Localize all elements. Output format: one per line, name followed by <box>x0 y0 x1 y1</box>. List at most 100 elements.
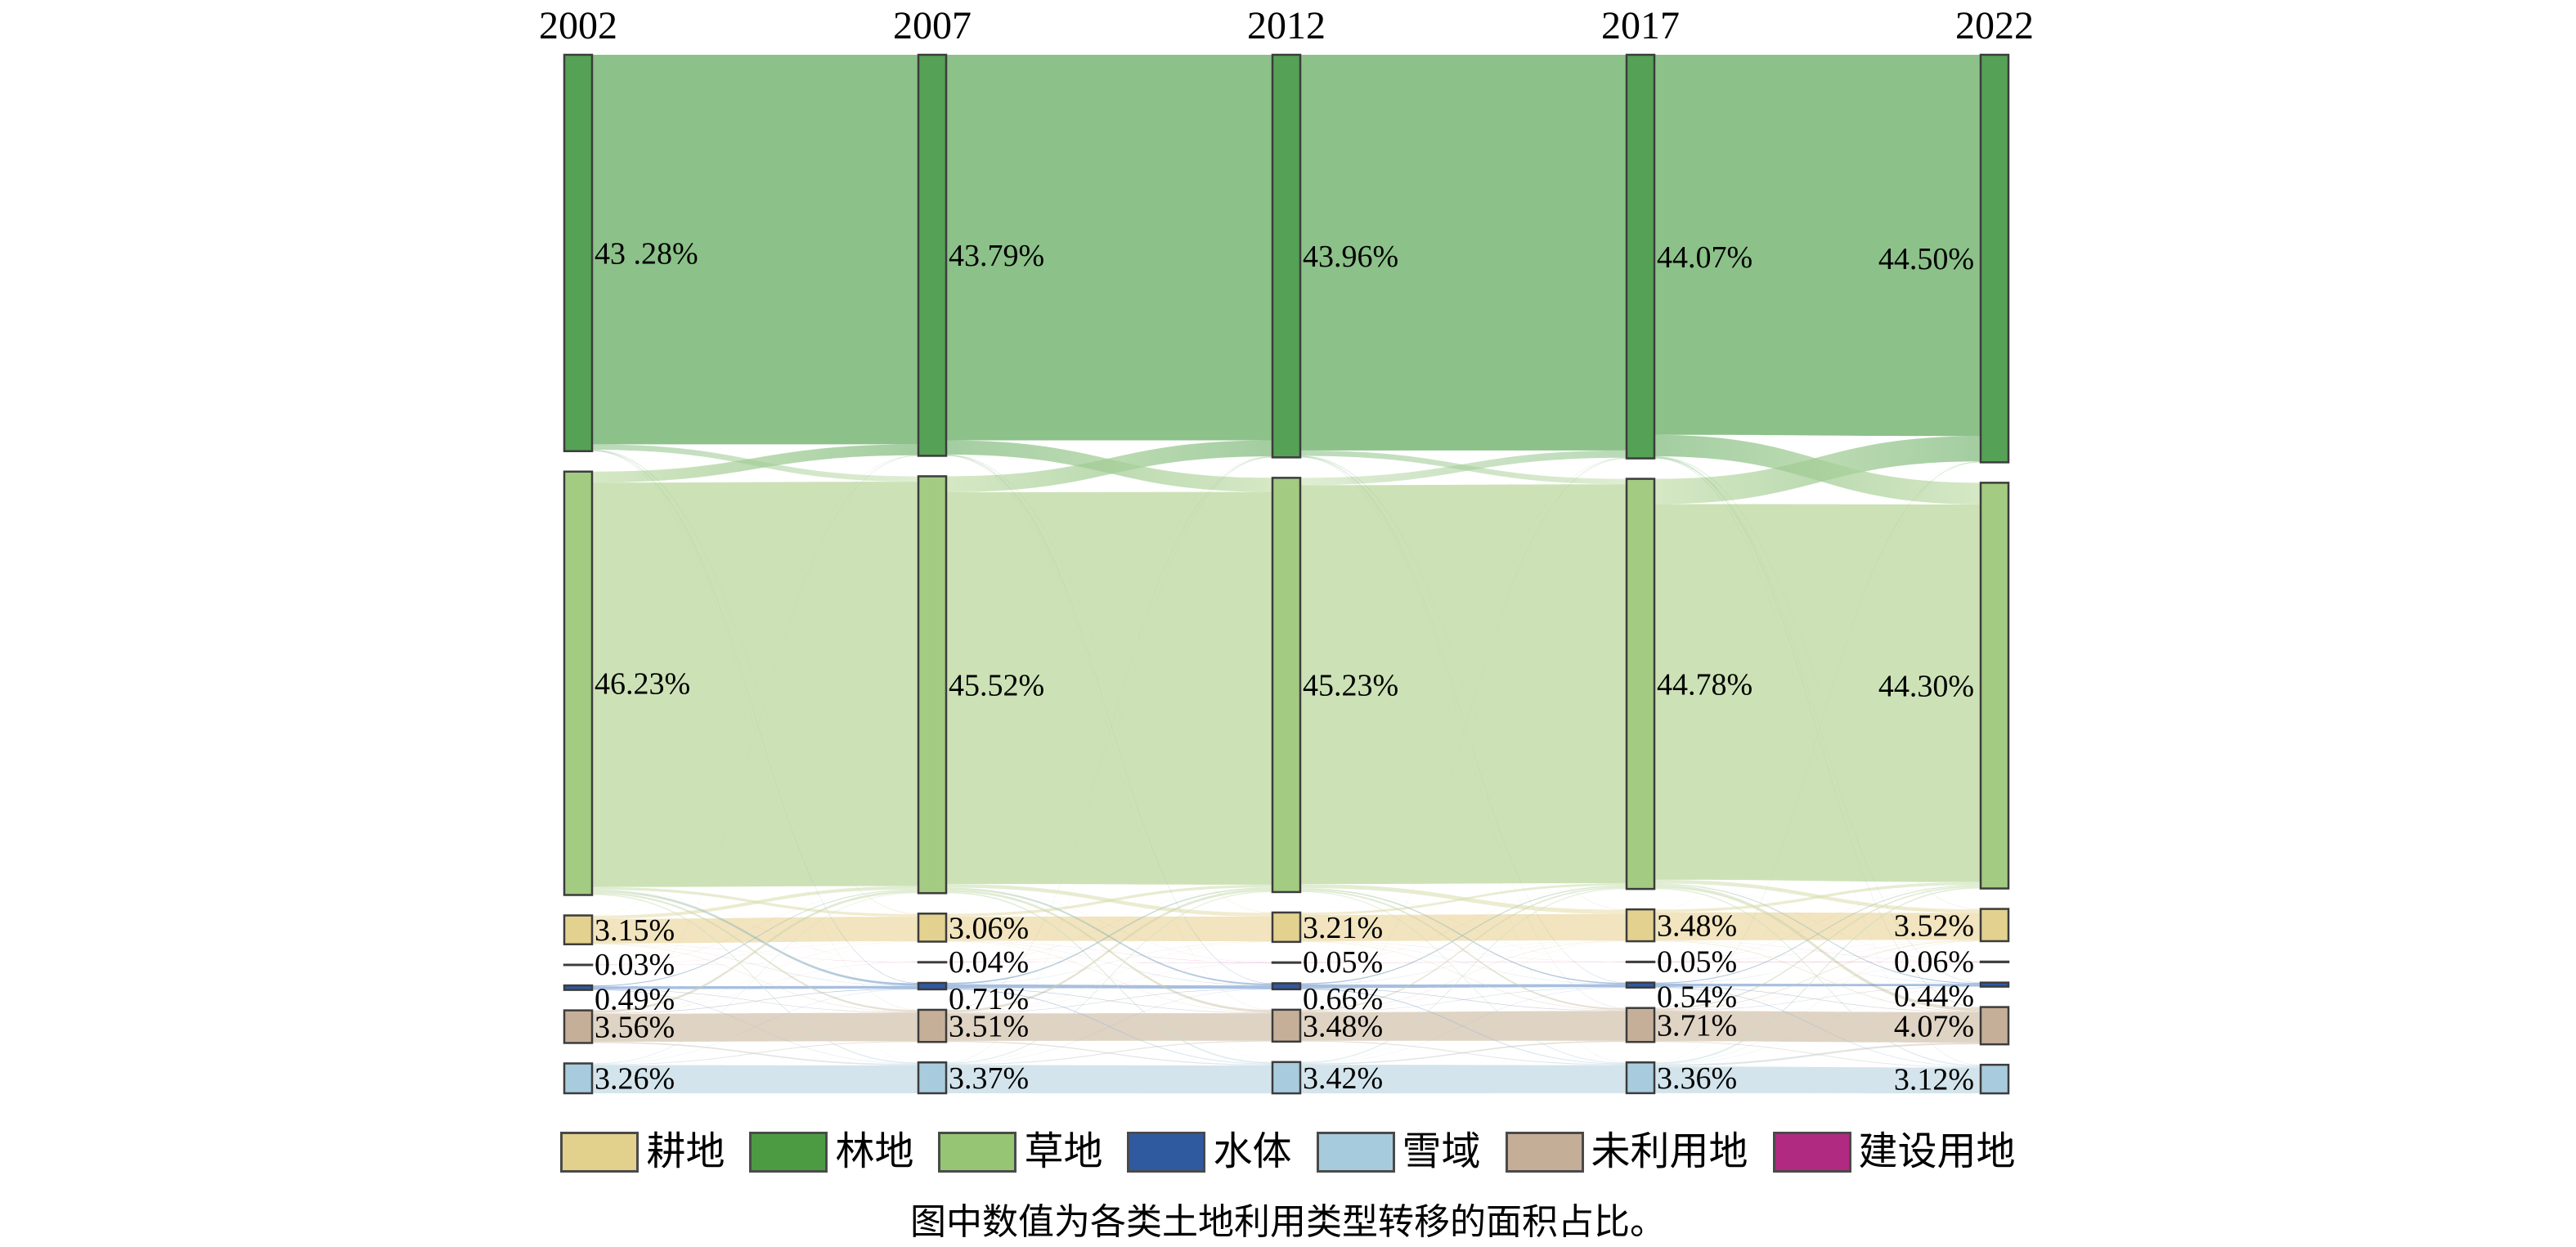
flow-2007-2012-forest-water <box>946 455 1272 984</box>
node-2002-grass <box>563 470 594 896</box>
flow-2017-2022-unused-water <box>1654 986 1981 1012</box>
legend-item-grassland: 草地 <box>938 1132 1102 1173</box>
legend-swatch <box>938 1132 1017 1173</box>
flow-2012-2017-unused-unused <box>1300 1011 1627 1041</box>
node-label-2012-crop: 3.21% <box>1303 911 1383 945</box>
node-label-2017-grass: 44.78% <box>1657 667 1752 702</box>
node-label-2002-snow: 3.26% <box>595 1062 675 1097</box>
legend-item-snow: 雪域 <box>1316 1132 1481 1173</box>
node-2022-forest <box>1979 53 2010 464</box>
flow-2017-2022-water-grass <box>1654 885 1981 984</box>
flow-2012-2017-snow-snow <box>1300 1065 1627 1094</box>
flow-2007-2012-unused-grass <box>946 889 1272 1013</box>
flow-2017-2022-constr-crop <box>1654 940 1981 962</box>
flow-2017-2022-crop-grass <box>1654 881 1981 913</box>
flow-2007-2012-snow-grass <box>946 890 1272 1064</box>
flow-2017-2022-crop-constr <box>1654 940 1981 962</box>
legend: 耕地 林地 草地 水体 雪域 未利用地 建设用地 <box>0 1132 2576 1173</box>
flow-2012-2017-unused-snow <box>1300 1040 1627 1065</box>
flow-2012-2017-forest-water <box>1300 456 1627 984</box>
flow-2007-2012-snow-unused <box>946 1040 1272 1065</box>
node-label-2012-snow: 3.42% <box>1303 1061 1383 1096</box>
flow-2017-2022-forest-grass <box>1654 434 1981 505</box>
flow-2017-2022-unused-constr <box>1654 962 1981 1011</box>
node-label-2012-unused: 3.48% <box>1303 1009 1383 1043</box>
legend-item-construction-land: 建设用地 <box>1772 1130 2016 1173</box>
legend-swatch <box>1127 1132 1206 1173</box>
node-label-2022-snow: 3.12% <box>1894 1063 1974 1097</box>
flow-2002-2007-grass-unused <box>592 891 918 1012</box>
flow-2012-2017-unused-constr <box>1300 962 1627 1012</box>
sankey-labels: 43 .28% 46.23% 3.15%0.03%0.49%3.56% 3.26% 43… <box>595 236 1974 1097</box>
node-label-2012-forest: 43.96% <box>1303 240 1398 274</box>
node-label-2007-unused: 3.51% <box>949 1010 1029 1044</box>
legend-label: 建设用地 <box>1858 1130 2016 1173</box>
flow-2012-2017-forest-unused <box>1300 456 1627 1009</box>
flow-2012-2017-forest-snow <box>1300 457 1627 1063</box>
flow-2007-2012-forest-forest <box>946 55 1272 441</box>
node-2002-crop <box>563 914 594 946</box>
node-label-2012-grass: 45.23% <box>1303 669 1398 703</box>
flow-2017-2022-unused-crop <box>1654 940 1981 1011</box>
year-label-2007: 2007 <box>893 4 972 47</box>
node-2012-forest <box>1271 53 1302 459</box>
node-label-2007-forest: 43.79% <box>949 239 1044 273</box>
flow-2012-2017-snow-grass <box>1300 888 1627 1064</box>
flow-2007-2012-snow-snow <box>946 1065 1272 1094</box>
node-2017-crop <box>1625 908 1656 943</box>
flow-2007-2012-crop-crop <box>946 916 1272 941</box>
flow-2017-2022-unused-forest <box>1654 461 1981 1009</box>
year-label-2012: 2012 <box>1247 4 1326 47</box>
flow-2007-2012-forest-snow <box>946 455 1272 1063</box>
flow-2002-2007-forest-forest <box>592 55 918 445</box>
flow-2007-2012-grass-constr <box>946 887 1272 962</box>
flow-2017-2022-constr-grass <box>1654 885 1981 962</box>
flow-2002-2007-snow-unused <box>592 1041 918 1065</box>
node-2022-snow <box>1979 1063 2010 1095</box>
flow-2012-2017-water-grass <box>1300 885 1627 985</box>
year-label-2017: 2017 <box>1601 4 1680 47</box>
flow-2002-2007-forest-snow <box>592 451 918 1063</box>
node-label-2012-water: 0.66% <box>1303 982 1383 1016</box>
legend-label: 林地 <box>835 1130 914 1173</box>
flow-2007-2012-crop-forest <box>946 456 1272 914</box>
node-2022-grass <box>1979 482 2010 890</box>
flow-2017-2022-forest-unused <box>1654 457 1981 1008</box>
flow-2007-2012-forest-unused <box>946 455 1272 1011</box>
flow-2002-2007-water-grass <box>592 889 918 987</box>
legend-swatch <box>1505 1132 1584 1173</box>
legend-swatch <box>749 1132 828 1173</box>
flow-2002-2007-grass-crop <box>592 886 918 917</box>
flow-2002-2007-unused-crop <box>592 941 918 1013</box>
flow-2002-2007-crop-unused <box>592 944 918 1013</box>
node-label-2002-forest: 43 .28% <box>595 236 698 271</box>
node-2017-unused <box>1625 1007 1656 1043</box>
node-label-2022-crop: 3.52% <box>1894 908 1974 943</box>
flow-2002-2007-snow-forest <box>592 455 918 1064</box>
node-label-2002-constr: 0.03% <box>595 948 675 982</box>
flow-2002-2007-forest-crop <box>592 450 918 914</box>
flow-2012-2017-grass-constr <box>1300 888 1627 962</box>
flow-2002-2007-unused-unused <box>592 1012 918 1042</box>
node-2017-grass <box>1625 478 1656 890</box>
flow-2017-2022-water-water <box>1654 984 1981 987</box>
node-label-2007-snow: 3.37% <box>949 1061 1029 1096</box>
flow-2012-2017-constr-crop <box>1300 940 1627 963</box>
node-label-2002-water: 0.49% <box>595 983 675 1017</box>
flow-2012-2017-grass-snow <box>1300 890 1627 1064</box>
node-2007-forest <box>917 53 948 457</box>
legend-swatch <box>560 1132 640 1173</box>
flow-2012-2017-unused-crop <box>1300 940 1627 1012</box>
node-label-2022-water: 0.44% <box>1894 980 1974 1014</box>
node-label-2022-grass: 44.30% <box>1878 669 1974 703</box>
flow-2012-2017-snow-water <box>1300 987 1627 1064</box>
node-label-2017-water: 0.54% <box>1657 980 1737 1015</box>
node-2012-crop <box>1271 911 1302 944</box>
flow-2002-2007-forest-unused <box>592 451 918 1011</box>
flow-2007-2012-unused-forest <box>946 456 1272 1011</box>
flow-2002-2007-snow-snow <box>592 1065 918 1093</box>
legend-swatch <box>1316 1132 1395 1173</box>
legend-label: 耕地 <box>646 1130 725 1173</box>
flow-2017-2022-crop-unused <box>1654 940 1981 1012</box>
